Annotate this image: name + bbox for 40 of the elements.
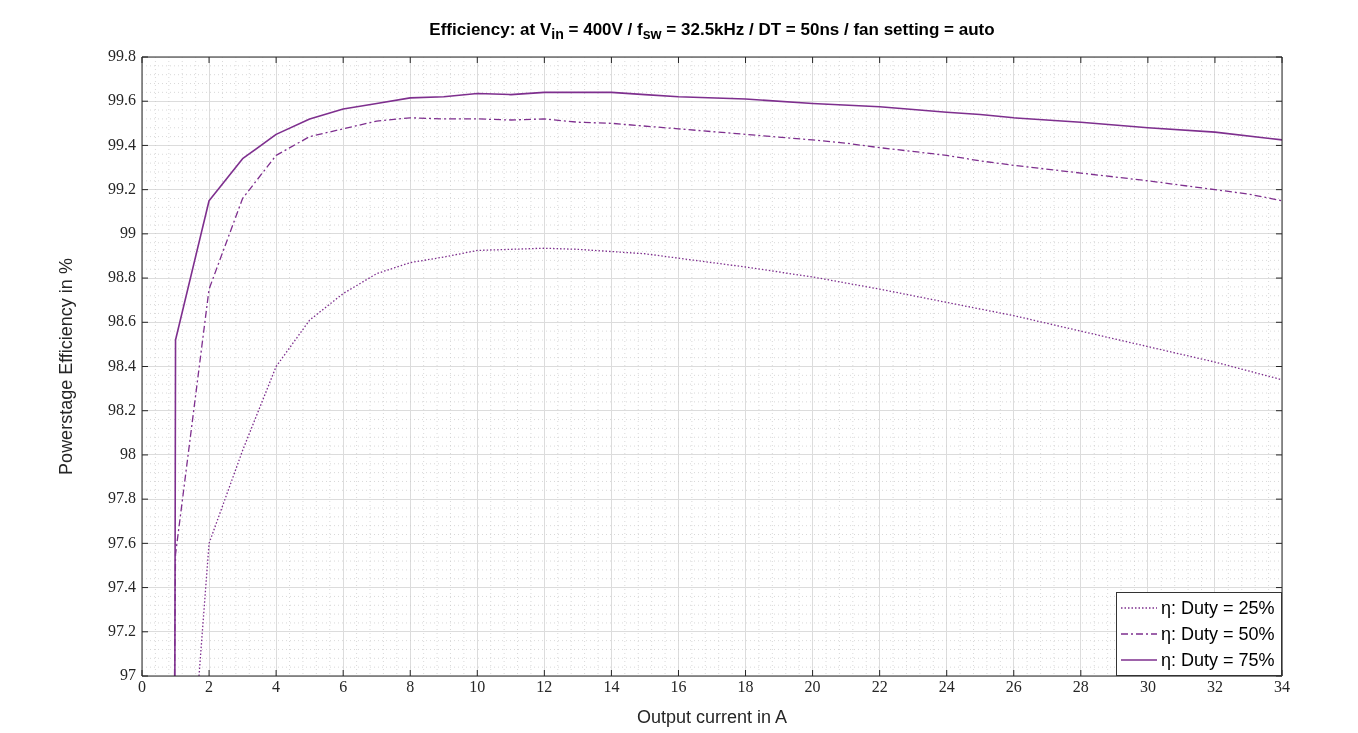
x-tick-label: 24	[938, 677, 955, 695]
y-tick-label: 97.4	[108, 577, 136, 595]
x-tick-label: 12	[536, 677, 553, 695]
x-tick-label: 10	[469, 677, 486, 695]
x-tick-label: 28	[1072, 677, 1089, 695]
x-tick-label: 2	[205, 677, 214, 695]
y-tick-label: 99.6	[108, 91, 136, 109]
line-series	[198, 247, 1282, 676]
x-tick-label: 30	[1139, 677, 1156, 695]
y-axis-title: Powerstage Efficiency in %	[55, 258, 76, 475]
y-tick-label: 98.6	[108, 312, 136, 330]
y-tick-label: 98	[120, 445, 136, 463]
x-tick-label: 18	[737, 677, 754, 695]
y-tick-label: 98.2	[108, 400, 136, 418]
x-tick-label: 14	[603, 677, 620, 695]
y-tick-label: 99.2	[108, 179, 136, 197]
x-tick-label: 32	[1206, 677, 1223, 695]
x-tick-label: 16	[670, 677, 687, 695]
x-tick-label: 6	[339, 677, 348, 695]
y-tick-label: 97.6	[108, 533, 136, 551]
y-tick-label: 99	[120, 224, 136, 242]
x-tick-label: 8	[406, 677, 415, 695]
y-tick-label: 98.8	[108, 268, 136, 286]
y-tick-label: 97	[120, 666, 136, 684]
x-axis-title: Output current in A	[636, 707, 788, 728]
legend-label: η: Duty = 75%	[1161, 649, 1275, 671]
x-tick-label: 20	[804, 677, 821, 695]
x-tick-label: 34	[1274, 677, 1290, 695]
legend-label: η: Duty = 25%	[1161, 597, 1275, 619]
y-tick-label: 97.2	[108, 621, 136, 639]
chart-title: Efficiency: at V$_{in}$ = 400V / f$_{sw}$ = 32.5kHz / DT = 50ns / fan setting = auto	[428, 20, 996, 43]
y-tick-label: 98.4	[108, 356, 136, 374]
x-tick-label: 0	[138, 677, 146, 695]
y-tick-label: 99.4	[108, 135, 136, 153]
legend-label: η: Duty = 50%	[1161, 623, 1275, 645]
x-tick-label: 26	[1005, 677, 1022, 695]
x-tick-label: 22	[871, 677, 888, 695]
x-tick-label: 4	[272, 677, 281, 695]
y-tick-label: 97.8	[108, 489, 136, 507]
y-tick-label: 99.8	[108, 47, 136, 65]
